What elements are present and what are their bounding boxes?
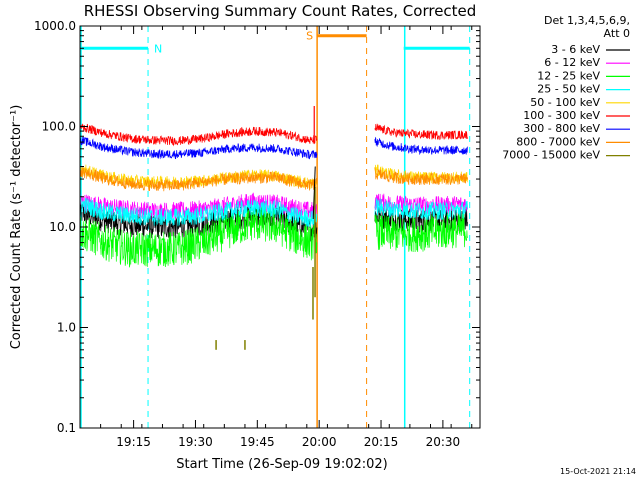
series-25-50-kev-line	[80, 195, 318, 228]
saa-label: N	[154, 42, 162, 55]
series-100-300-kev-line	[80, 123, 318, 147]
legend-entry-label: 50 - 100 keV	[530, 96, 600, 109]
x-tick-label: 20:15	[364, 435, 399, 449]
x-tick-label: 19:15	[116, 435, 151, 449]
legend-entry-label: 6 - 12 keV	[544, 56, 600, 69]
legend-entry-label: 300 - 800 keV	[523, 122, 600, 135]
legend-entry-label: 800 - 7000 keV	[516, 135, 600, 148]
legend-entry-label: 100 - 300 keV	[523, 109, 600, 122]
x-tick-label: 20:30	[426, 435, 461, 449]
legend-entry-label: 3 - 6 keV	[551, 43, 600, 56]
series-100-300-kev-line	[374, 123, 468, 141]
series-12-25-kev-line	[374, 212, 468, 253]
attenuator-label: S	[306, 30, 313, 43]
series-300-800-kev-line	[374, 136, 468, 156]
y-tick-label: 0.1	[57, 421, 76, 435]
series-25-50-kev-line	[374, 197, 468, 221]
series-800-7000-kev-line	[80, 165, 318, 192]
x-tick-label: 20:00	[302, 435, 337, 449]
annotations-layer: NS	[80, 26, 471, 428]
y-axis-label: Corrected Count Rate (s⁻¹ detector⁻¹)	[9, 105, 24, 350]
legend-entry-label: 12 - 25 keV	[537, 69, 600, 82]
series-300-800-kev-line	[80, 136, 318, 160]
y-tick-label: 100.0	[42, 120, 76, 134]
flare-spike-low	[312, 166, 316, 220]
x-tick-label: 19:30	[178, 435, 213, 449]
series-12-25-kev-line	[80, 206, 318, 268]
chart-title: RHESSI Observing Summary Count Rates, Co…	[84, 2, 477, 20]
timestamp: 15-Oct-2021 21:14	[560, 467, 636, 476]
y-tick-label: 1000.0	[34, 19, 76, 33]
legend-entry-label: 25 - 50 keV	[537, 83, 600, 96]
legend-entry-label: 7000 - 15000 keV	[502, 149, 600, 162]
axis-ticks: 0.1 1.0 10.0 100.0 1000.0 19:15 19:30 19:45 20:0…	[34, 19, 480, 449]
y-tick-label: 1.0	[57, 321, 76, 335]
y-tick-label: 10.0	[49, 220, 76, 234]
x-axis-label: Start Time (26-Sep-09 19:02:02)	[176, 457, 387, 472]
legend-header: Det 1,3,4,5,6,9,	[544, 14, 630, 27]
legend-header-attenuator: Att 0	[604, 27, 630, 40]
x-tick-label: 19:45	[240, 435, 275, 449]
series-800-7000-kev-line	[374, 167, 468, 186]
series-layer	[80, 105, 468, 350]
